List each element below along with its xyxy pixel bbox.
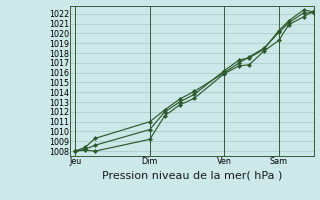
X-axis label: Pression niveau de la mer( hPa ): Pression niveau de la mer( hPa ): [102, 171, 282, 181]
